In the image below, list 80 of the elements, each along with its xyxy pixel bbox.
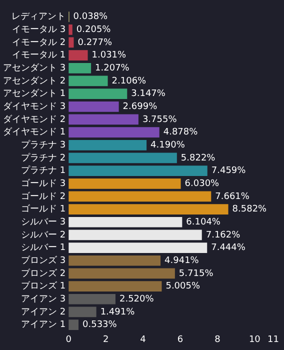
data-label: 7.162% <box>206 230 241 240</box>
x-tick-label: 0 <box>66 334 72 345</box>
bar <box>68 166 208 176</box>
data-label: 1.031% <box>92 50 127 61</box>
y-tick-label: ゴールド 2 <box>20 190 66 202</box>
bar <box>68 268 175 279</box>
y-tick-label: プラチナ 2 <box>20 152 66 164</box>
y-tick-label: イモータル 1 <box>12 50 66 61</box>
data-label: 6.030% <box>184 178 220 189</box>
bar <box>68 320 79 330</box>
y-tick-label: アセンダント 1 <box>2 88 66 100</box>
x-tick-label: 8 <box>214 334 221 345</box>
bar <box>68 24 72 35</box>
y-tick-label: ダイヤモンド 3 <box>2 100 66 112</box>
data-label: 1.491% <box>100 307 136 318</box>
y-tick-label: ブロンズ 1 <box>20 280 66 292</box>
bar <box>68 88 128 99</box>
bar <box>68 230 202 240</box>
data-label: 6.104% <box>186 217 221 228</box>
bar <box>68 114 138 125</box>
data-label: 8.582% <box>232 204 268 215</box>
bar <box>68 281 162 292</box>
bar <box>68 50 88 60</box>
x-tick-label: 2 <box>102 334 109 345</box>
bar <box>68 191 212 202</box>
data-label: 7.459% <box>211 166 246 176</box>
data-label: 2.520% <box>119 294 154 304</box>
y-tick-label: アセンダント 2 <box>2 75 66 86</box>
data-label: 3.755% <box>142 114 178 125</box>
y-tick-label: プラチナ 1 <box>20 165 66 176</box>
data-label: 4.941% <box>164 256 200 266</box>
bar <box>68 294 116 304</box>
bar <box>68 76 108 86</box>
data-label: 2.106% <box>112 76 147 86</box>
y-tick-label: シルバー 1 <box>20 243 66 254</box>
x-tick-label: 6 <box>177 334 184 345</box>
bar <box>68 255 161 266</box>
data-label: 7.661% <box>215 192 250 202</box>
bar <box>68 127 160 138</box>
data-label: 4.190% <box>150 140 186 150</box>
data-label: 4.878% <box>163 128 198 138</box>
data-label: 5.822% <box>180 153 216 164</box>
x-tick-label: 11 <box>268 334 279 345</box>
y-tick-label: アイアン 2 <box>20 307 66 318</box>
y-tick-label: シルバー 2 <box>20 230 66 240</box>
y-tick-label: ブロンズ 3 <box>20 254 66 266</box>
y-tick-label: ダイヤモンド 2 <box>2 114 66 125</box>
y-tick-label: ブロンズ 2 <box>20 268 66 279</box>
bar <box>68 306 96 318</box>
bar <box>68 152 177 164</box>
y-tick-label: アイアン 3 <box>20 294 66 304</box>
data-label: 3.147% <box>131 89 166 100</box>
x-tick-label: 10 <box>248 334 261 345</box>
bar <box>68 216 182 228</box>
data-label: 1.207% <box>95 63 130 74</box>
data-label: 2.699% <box>122 102 158 112</box>
y-tick-label: アセンダント 3 <box>2 62 66 74</box>
bar <box>68 178 181 189</box>
y-tick-label: イモータル 2 <box>12 38 66 48</box>
data-label: 0.038% <box>73 12 108 22</box>
y-tick-label: ゴールド 1 <box>20 204 66 215</box>
data-label: 7.444% <box>211 243 246 254</box>
y-tick-label: プラチナ 3 <box>20 139 66 150</box>
data-label: 5.715% <box>178 268 214 279</box>
y-tick-label: レディアント <box>12 12 66 22</box>
y-tick-label: イモータル 3 <box>12 24 66 35</box>
bar <box>68 140 147 150</box>
bar <box>68 101 119 112</box>
bar <box>68 62 92 74</box>
data-label: 0.277% <box>78 38 113 48</box>
bar <box>68 204 228 214</box>
y-tick-label: アイアン 1 <box>20 320 66 330</box>
data-label: 0.533% <box>82 320 118 330</box>
bar <box>68 242 208 253</box>
x-tick-label: 4 <box>140 334 146 345</box>
y-tick-label: ダイヤモンド 1 <box>2 126 66 138</box>
y-tick-label: ゴールド 3 <box>20 178 66 189</box>
data-label: 5.005% <box>166 282 200 292</box>
y-tick-label: シルバー 3 <box>20 217 66 228</box>
data-label: 0.205% <box>76 24 112 35</box>
